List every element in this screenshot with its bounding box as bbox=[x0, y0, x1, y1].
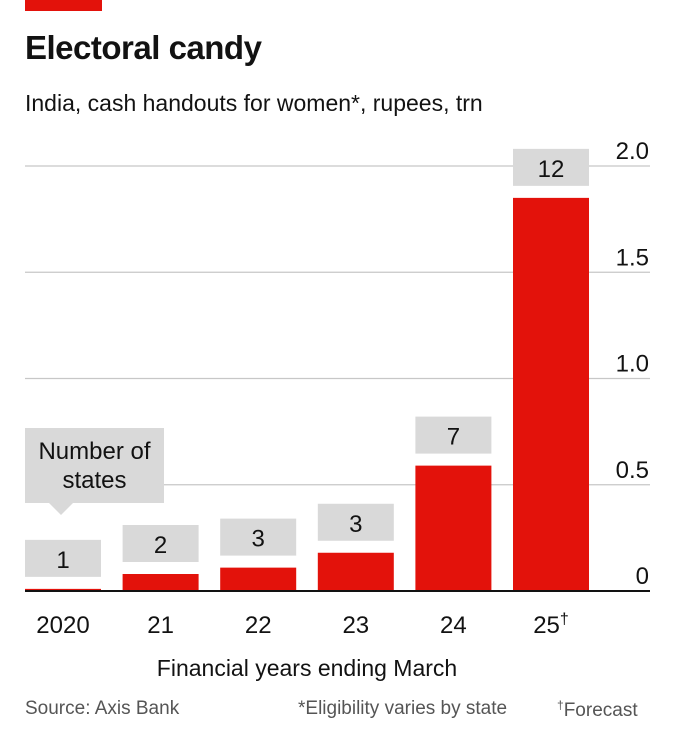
y-tick-label: 2.0 bbox=[616, 138, 649, 165]
x-tick-label: 24 bbox=[440, 612, 467, 639]
chart-title: Electoral candy bbox=[25, 29, 262, 66]
callout-label-line: Number of bbox=[38, 438, 150, 465]
x-axis-title: Financial years ending March bbox=[157, 655, 457, 681]
bar-chart: 0 0.5 1.0 1.5 2.0 1 2020 2 21 3 22 3 23 7 24 12 25† Numbe… bbox=[25, 138, 650, 681]
y-tick-label: 0 bbox=[636, 563, 649, 590]
bar bbox=[415, 465, 492, 591]
x-tick-label: 21 bbox=[147, 612, 174, 639]
source-note: Source: Axis Bank bbox=[25, 698, 180, 719]
forecast-label: Forecast bbox=[563, 700, 638, 721]
bar bbox=[25, 588, 101, 591]
callout-pointer bbox=[49, 503, 73, 515]
y-tick-label: 1.0 bbox=[616, 351, 649, 378]
callout-label-line: states bbox=[62, 467, 126, 494]
state-count-label: 2 bbox=[154, 532, 167, 559]
state-count-box bbox=[415, 416, 492, 454]
state-count-label: 3 bbox=[349, 511, 362, 538]
x-tick-label: 25† bbox=[533, 611, 569, 639]
state-count-callout bbox=[25, 428, 164, 503]
state-count-box bbox=[317, 503, 394, 541]
forecast-dagger: † bbox=[560, 611, 569, 628]
state-count-box bbox=[122, 525, 199, 562]
chart-subtitle: India, cash handouts for women*, rupees,… bbox=[25, 90, 483, 116]
x-tick-label: 2020 bbox=[36, 612, 89, 639]
state-count-label: 7 bbox=[447, 424, 460, 451]
x-tick-label: 22 bbox=[245, 612, 272, 639]
x-tick-label: 23 bbox=[342, 612, 369, 639]
bar bbox=[220, 567, 297, 591]
bar bbox=[122, 574, 199, 591]
eligibility-footnote: *Eligibility varies by state bbox=[298, 698, 508, 719]
state-count-label: 3 bbox=[252, 526, 265, 553]
bar bbox=[317, 552, 394, 591]
state-count-box bbox=[220, 518, 297, 556]
brand-red-tag bbox=[25, 0, 102, 11]
state-count-label: 1 bbox=[56, 547, 69, 574]
state-count-label: 12 bbox=[538, 156, 565, 183]
state-count-box bbox=[513, 148, 589, 186]
state-count-box bbox=[25, 539, 101, 577]
forecast-footnote: †Forecast bbox=[557, 698, 638, 723]
bar bbox=[513, 197, 589, 591]
y-tick-label: 0.5 bbox=[616, 457, 649, 484]
dagger-mark: † bbox=[557, 698, 564, 712]
y-tick-label: 1.5 bbox=[616, 244, 649, 271]
